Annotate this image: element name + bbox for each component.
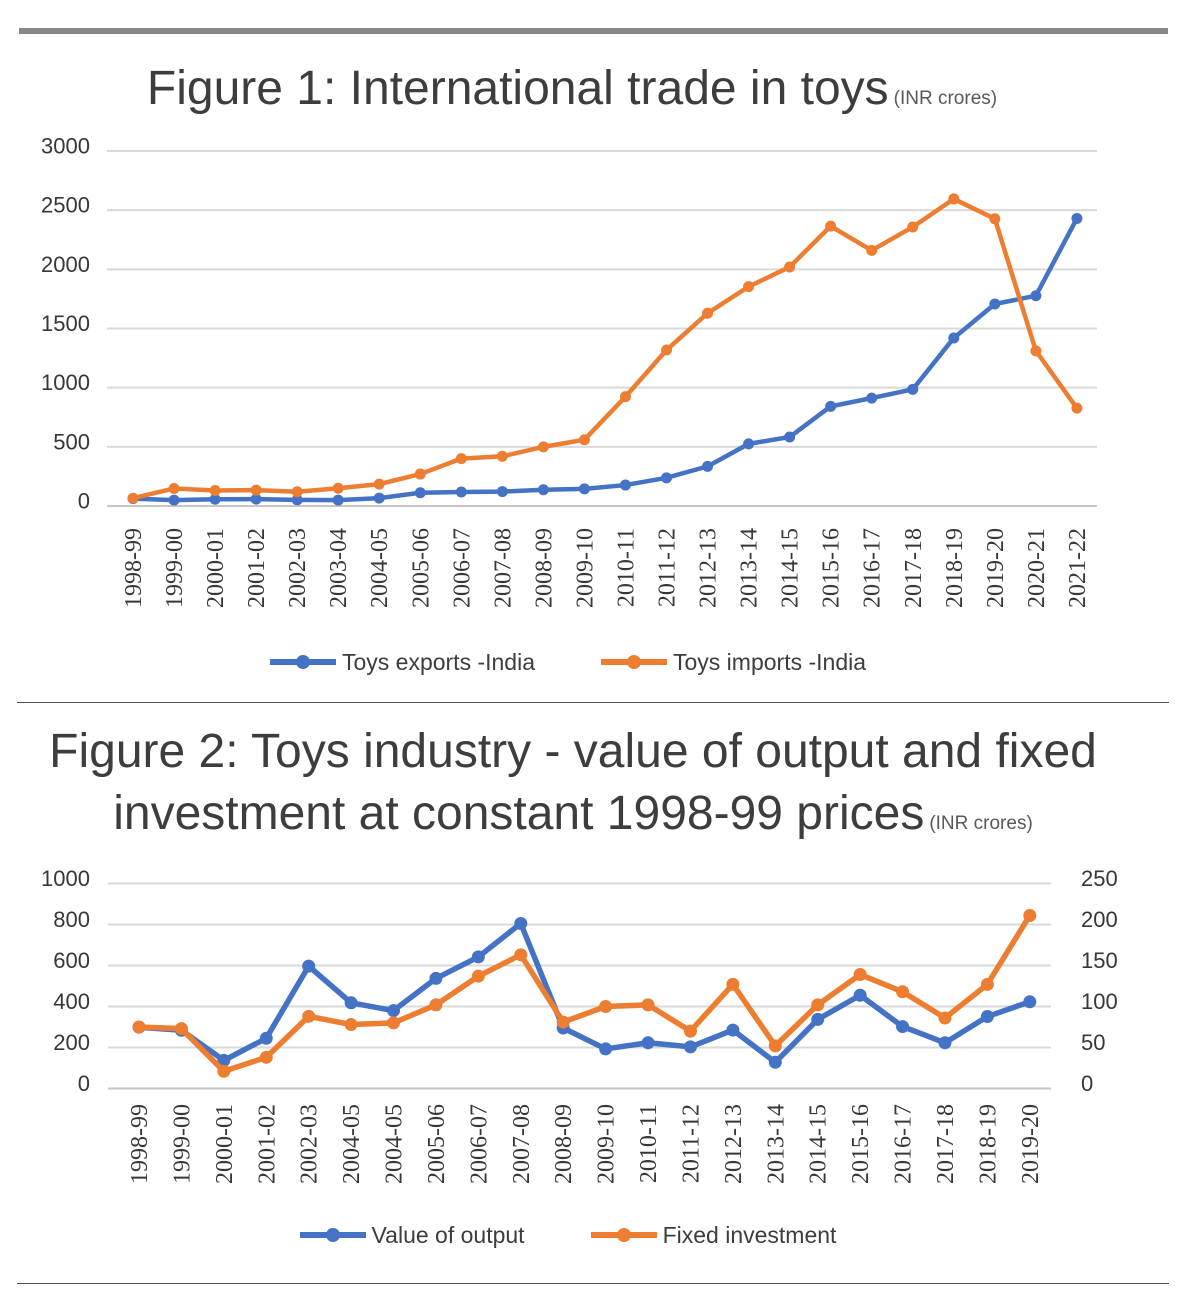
fixed-investment-line-marker-icon <box>590 1228 657 1242</box>
svg-text:2000-01: 2000-01 <box>203 528 229 608</box>
svg-text:0: 0 <box>1081 1071 1093 1096</box>
svg-text:2006-07: 2006-07 <box>466 1104 492 1184</box>
svg-text:2010-11: 2010-11 <box>636 1104 662 1183</box>
svg-text:1999-00: 1999-00 <box>169 1104 195 1184</box>
svg-text:2017-18: 2017-18 <box>933 1104 959 1184</box>
svg-text:2002-03: 2002-03 <box>297 1104 323 1184</box>
svg-text:2005-06: 2005-06 <box>408 528 434 608</box>
svg-text:2000-01: 2000-01 <box>212 1104 238 1184</box>
svg-text:2009-10: 2009-10 <box>594 1104 620 1184</box>
legend-label-toys-exports: Toys exports -India <box>341 648 535 675</box>
svg-text:2017-18: 2017-18 <box>901 528 927 608</box>
svg-text:2003-04: 2003-04 <box>326 528 352 608</box>
svg-text:2015-16: 2015-16 <box>819 528 845 608</box>
figure2-title-unit: (INR crores) <box>929 813 1033 834</box>
svg-text:2020-21: 2020-21 <box>1024 528 1050 608</box>
figure1-title-unit: (INR crores) <box>893 88 998 109</box>
svg-text:2006-07: 2006-07 <box>449 528 475 608</box>
svg-text:2015-16: 2015-16 <box>848 1104 874 1184</box>
svg-text:2002-03: 2002-03 <box>285 528 311 608</box>
figure2-chart: 0 200 400 600 800 1000 0 50 100 150 200 250 1998-99 1… <box>41 866 1118 1184</box>
svg-text:2004-05: 2004-05 <box>367 528 393 608</box>
section-divider <box>17 702 1169 703</box>
svg-text:2004-05: 2004-05 <box>339 1104 365 1184</box>
svg-text:500: 500 <box>53 429 90 454</box>
value-of-output-line-marker-icon <box>299 1228 366 1242</box>
svg-text:3000: 3000 <box>41 134 90 159</box>
svg-text:2016-17: 2016-17 <box>860 528 886 608</box>
legend-label-fixed-investment: Fixed investment <box>662 1221 837 1248</box>
legend-item-fixed-investment: Fixed investment <box>589 1221 837 1249</box>
svg-text:2010-11: 2010-11 <box>613 528 639 607</box>
svg-text:200: 200 <box>53 1030 90 1055</box>
svg-text:0: 0 <box>78 489 90 514</box>
figure2-title-line1: Figure 2: Toys industry - value of outpu… <box>49 725 1097 778</box>
svg-text:2007-08: 2007-08 <box>509 1104 535 1184</box>
figure2-legend: Value of output Fixed investment <box>0 1218 1167 1252</box>
svg-text:1999-00: 1999-00 <box>162 528 188 608</box>
svg-text:1000: 1000 <box>41 370 90 395</box>
svg-text:2012-13: 2012-13 <box>696 528 722 608</box>
toys-exports-line-marker-icon <box>269 655 336 669</box>
legend-item-value-of-output: Value of output <box>298 1222 525 1249</box>
svg-text:2000: 2000 <box>41 252 90 277</box>
svg-text:2500: 2500 <box>41 193 90 218</box>
svg-text:150: 150 <box>1081 948 1118 973</box>
svg-text:2005-06: 2005-06 <box>424 1104 450 1184</box>
figure1-chart: 0 500 1000 1500 2000 2500 3000 1998-99 1999-00 20… <box>41 134 1097 608</box>
svg-text:2016-17: 2016-17 <box>891 1104 917 1184</box>
svg-text:200: 200 <box>1081 907 1118 932</box>
svg-text:2011-12: 2011-12 <box>678 1104 704 1183</box>
svg-text:0: 0 <box>78 1071 90 1096</box>
figure1-title-text: Figure 1: International trade in toys <box>146 62 889 115</box>
svg-text:400: 400 <box>53 989 90 1014</box>
top-accent-bar <box>19 28 1168 34</box>
svg-text:2021-22: 2021-22 <box>1065 528 1091 608</box>
svg-text:2011-12: 2011-12 <box>655 528 681 607</box>
svg-text:2008-09: 2008-09 <box>551 1104 577 1184</box>
svg-text:1998-99: 1998-99 <box>127 1104 153 1184</box>
legend-label-value-of-output: Value of output <box>371 1221 525 1248</box>
svg-text:2001-02: 2001-02 <box>254 1104 280 1184</box>
svg-text:2014-15: 2014-15 <box>778 528 804 608</box>
svg-text:1000: 1000 <box>41 866 90 891</box>
svg-text:2013-14: 2013-14 <box>763 1104 789 1184</box>
toys-imports-line-marker-icon <box>601 655 667 669</box>
svg-text:2019-20: 2019-20 <box>983 528 1009 608</box>
svg-text:50: 50 <box>1081 1030 1105 1055</box>
svg-text:100: 100 <box>1081 989 1118 1014</box>
svg-text:2008-09: 2008-09 <box>531 528 557 608</box>
svg-text:250: 250 <box>1081 866 1118 891</box>
svg-text:2001-02: 2001-02 <box>244 528 270 608</box>
svg-text:2007-08: 2007-08 <box>490 528 516 608</box>
svg-text:1998-99: 1998-99 <box>121 528 147 608</box>
svg-text:2012-13: 2012-13 <box>721 1104 747 1184</box>
svg-text:1500: 1500 <box>41 311 90 336</box>
bottom-divider <box>17 1283 1169 1284</box>
figure1-legend: Toys exports -India Toys imports -India <box>0 645 1167 679</box>
svg-text:2009-10: 2009-10 <box>572 528 598 608</box>
legend-label-toys-imports: Toys imports -India <box>673 648 867 675</box>
figure2-title-line2: investment at constant 1998-99 prices <box>113 787 925 840</box>
svg-text:2014-15: 2014-15 <box>806 1104 832 1184</box>
figure1-title: Figure 1: International trade in toys (IN… <box>0 58 1172 130</box>
legend-item-toys-imports: Toys imports -India <box>599 649 866 676</box>
svg-text:2013-14: 2013-14 <box>737 528 763 608</box>
svg-text:2018-19: 2018-19 <box>942 528 968 608</box>
svg-text:2018-19: 2018-19 <box>975 1104 1001 1184</box>
legend-item-toys-exports: Toys exports -India <box>268 649 535 676</box>
svg-text:2019-20: 2019-20 <box>1018 1104 1044 1184</box>
svg-text:800: 800 <box>53 907 90 932</box>
svg-text:2004-05: 2004-05 <box>382 1104 408 1184</box>
figure2-title: Figure 2: Toys industry - value of outpu… <box>0 721 1173 855</box>
svg-text:600: 600 <box>53 948 90 973</box>
